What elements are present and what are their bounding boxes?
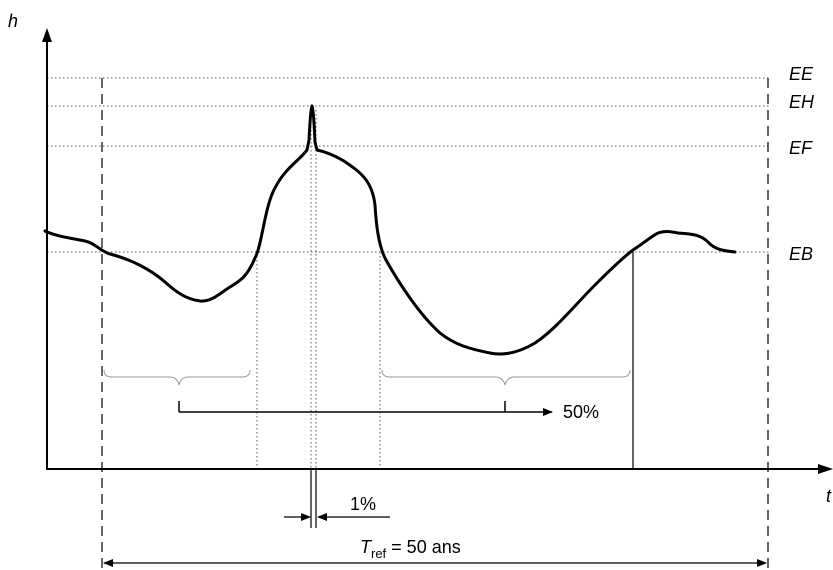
level-label-eb: EB [789,244,813,264]
level-label-ef: EF [789,138,813,158]
axes [42,28,833,474]
tref-subscript: ref [371,546,387,561]
y-axis-arrowhead [42,28,52,42]
percent-1-label: 1% [350,494,376,514]
vertical-guides [256,110,381,468]
x-axis-arrowhead [818,464,833,474]
braces [103,369,631,386]
tref-value: = 50 ans [386,537,461,557]
tref-label: Tref = 50 ans [360,537,461,561]
y-axis-label: h [8,11,18,31]
right-brace [381,369,631,386]
level-label-ee: EE [789,64,814,84]
percent-50-label: 50% [563,402,599,422]
level-lines [47,77,770,253]
reference-period-boundaries [101,78,769,570]
water-level-curve [43,104,737,356]
fifty-percent-connector [178,401,553,416]
x-axis-label: t [826,486,832,506]
level-label-eh: EH [789,92,815,112]
one-percent-marker [284,468,390,528]
tref-symbol: T [360,537,373,557]
left-brace [103,369,251,386]
